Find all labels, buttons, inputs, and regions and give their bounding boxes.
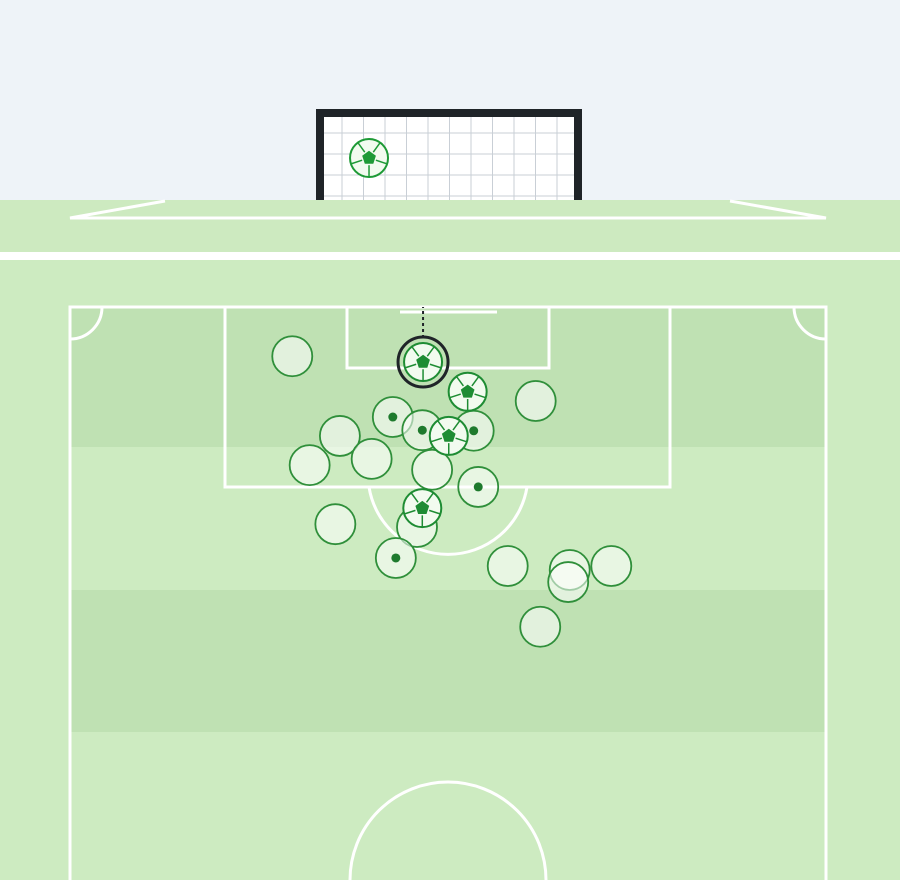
ball-seam — [436, 420, 446, 431]
ball-seam — [425, 492, 435, 503]
shot-off-target[interactable] — [271, 335, 314, 378]
ball-seam — [449, 393, 462, 399]
ball-seam — [404, 363, 417, 369]
shot — [350, 437, 393, 480]
shot — [447, 371, 488, 412]
ball-seam — [403, 509, 416, 515]
goal-area-strip — [0, 200, 900, 252]
ball-seam — [429, 363, 442, 369]
shot-off-target[interactable] — [318, 415, 361, 457]
shot-off-target[interactable] — [547, 561, 590, 603]
perspective-line — [69, 199, 827, 220]
shot — [402, 488, 443, 529]
ball-seam — [455, 375, 465, 387]
stripe — [70, 590, 826, 732]
shot-dot — [473, 482, 483, 492]
ball-panel — [415, 500, 430, 514]
shot-off-target[interactable] — [590, 545, 633, 587]
shot — [514, 380, 557, 422]
ball-seam — [474, 393, 486, 399]
shot — [374, 537, 417, 579]
center-circle — [348, 780, 548, 880]
shot — [547, 561, 590, 603]
ball-panel — [362, 150, 376, 164]
ball-panel — [416, 354, 430, 368]
shot — [486, 545, 529, 587]
shot — [411, 448, 454, 491]
shot — [428, 415, 469, 456]
ball-seam — [426, 346, 435, 357]
ball-seam — [411, 346, 420, 357]
corner-arc — [792, 306, 827, 341]
shot-off-target[interactable] — [314, 503, 357, 546]
shot-dot — [388, 412, 398, 422]
shot — [519, 605, 562, 648]
ball-panel — [441, 428, 456, 442]
penalty-arc — [367, 486, 529, 556]
ball-seam — [410, 492, 419, 503]
ball-seam — [372, 142, 381, 153]
shot-off-target[interactable] — [350, 437, 393, 480]
ball-seam — [455, 437, 468, 443]
ball-seam — [430, 437, 443, 443]
corner-arc — [69, 306, 104, 341]
shot — [288, 444, 331, 487]
shot-dot — [417, 425, 427, 435]
shot-off-target[interactable] — [514, 380, 557, 422]
ball-seam — [471, 375, 480, 387]
ball-seam — [357, 142, 366, 153]
shot-dot — [391, 553, 401, 563]
ball-seam — [350, 159, 363, 165]
shot — [271, 335, 314, 378]
divider — [0, 252, 900, 260]
shot — [590, 545, 633, 587]
shot-off-target[interactable] — [519, 605, 562, 648]
shot — [396, 307, 450, 389]
ball-seam — [452, 420, 461, 431]
shot-off-target[interactable] — [288, 444, 331, 487]
shot-off-target[interactable] — [486, 545, 529, 587]
shot-off-target[interactable] — [411, 448, 454, 491]
shot — [318, 415, 361, 457]
shot — [314, 503, 357, 546]
ball-panel — [460, 384, 475, 398]
shot-dot — [469, 426, 479, 436]
ball-seam — [428, 509, 441, 515]
ball-seam — [375, 159, 388, 165]
goal-post — [316, 109, 582, 200]
shot — [457, 466, 500, 508]
selection-ring — [396, 335, 450, 389]
